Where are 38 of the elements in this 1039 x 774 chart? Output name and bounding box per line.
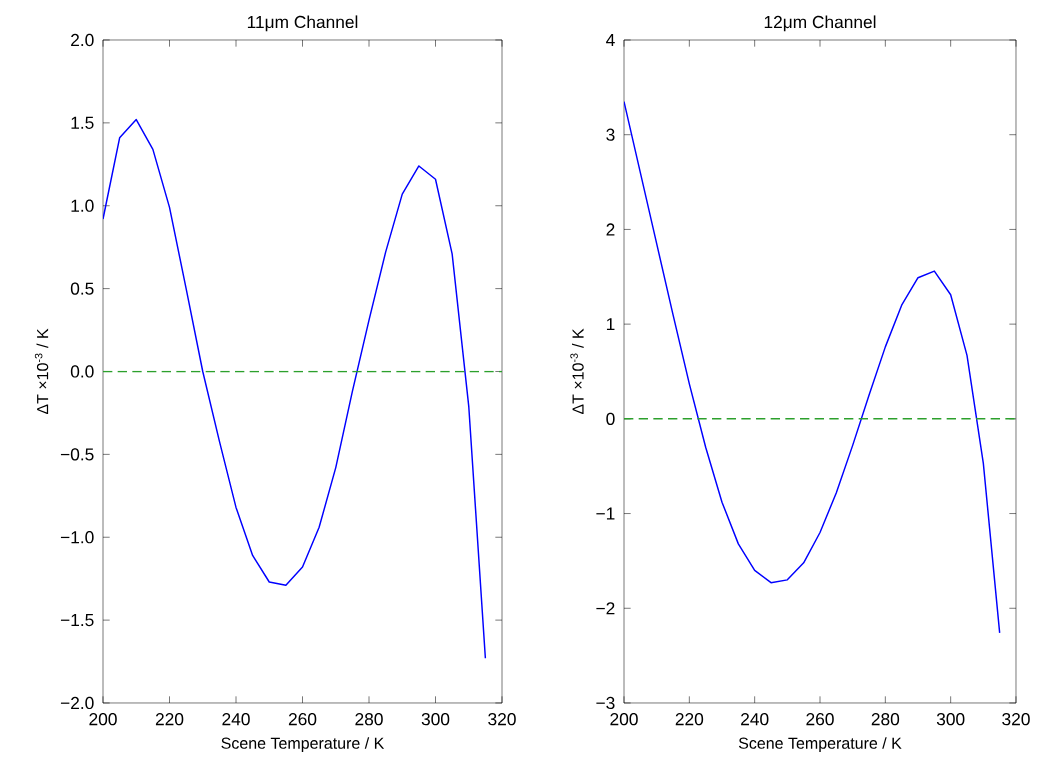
y-tick-label: 2 <box>606 223 615 236</box>
y-tick-label: 2.0 <box>71 33 94 47</box>
y-axis-title: ΔT ×10$^{-3}$ / K <box>570 328 584 415</box>
x-tick-label: 300 <box>936 713 965 726</box>
x-tick-label: 200 <box>89 713 117 726</box>
line-series <box>103 118 487 659</box>
y-tick-label: −2.0 <box>60 696 94 710</box>
x-tick-label: 280 <box>355 713 383 726</box>
x-tick-label: 280 <box>871 713 900 726</box>
y-tick-label: 1.5 <box>71 116 94 129</box>
x-tick-label: 240 <box>222 713 250 726</box>
y-tick-label: 0.5 <box>70 282 94 295</box>
y-tick-label: 1 <box>606 318 615 331</box>
y-tick-label: −2 <box>596 602 615 615</box>
y-tick-label: −3 <box>596 696 615 710</box>
x-tick-label: 320 <box>1002 713 1030 726</box>
y-tick-label: 4 <box>606 34 615 46</box>
x-tick-label: 300 <box>421 713 450 726</box>
y-tick-label: 0.0 <box>70 365 94 378</box>
y-tick-label: −0.5 <box>60 448 94 461</box>
x-tick-label: 260 <box>806 713 834 726</box>
chart-title: 12μm Channel <box>764 15 876 32</box>
x-tick-label: 220 <box>675 713 704 726</box>
y-tick-label: −1.0 <box>60 531 94 544</box>
y-tick-label: −1.5 <box>60 614 94 627</box>
chart-title: 11μm Channel <box>247 15 358 32</box>
x-tick-label: 220 <box>155 713 184 726</box>
y-axis-title: ΔT ×10$^{-3}$ / K <box>34 328 49 415</box>
x-tick-label: 240 <box>741 713 769 726</box>
x-tick-label: 260 <box>288 713 317 726</box>
x-axis-title: Scene Temperature / K <box>738 737 902 753</box>
y-tick-label: 0 <box>606 412 615 425</box>
y-tick-label: 1.0 <box>71 199 94 212</box>
y-tick-label: −1 <box>596 507 615 520</box>
x-axis-title: Scene Temperature / K <box>221 737 385 753</box>
y-tick-label: 3 <box>606 128 615 141</box>
x-tick-label: 320 <box>488 713 516 726</box>
x-tick-label: 200 <box>610 713 638 726</box>
